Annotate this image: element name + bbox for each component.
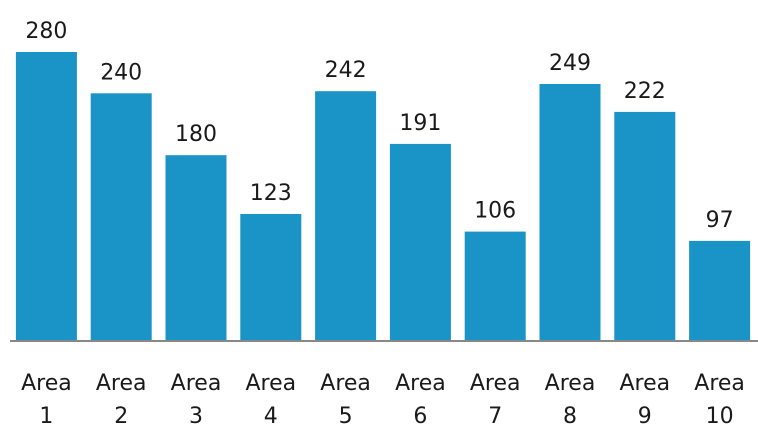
x-tick-label-2-line-1: Area xyxy=(96,371,147,396)
x-tick-label-2: Area 2 xyxy=(96,371,147,426)
bar-9 xyxy=(614,111,676,342)
data-label-3: 180 xyxy=(175,122,217,147)
x-tick-label-8: Area 8 xyxy=(545,371,596,426)
data-labels-group: 280 240 180 123 242 191 106 249 222 97 xyxy=(25,19,733,233)
x-tick-label-5-line-1: Area xyxy=(320,371,371,396)
x-tick-label-1-line-2: 1 xyxy=(39,404,53,426)
x-tick-label-10-line-1: Area xyxy=(694,371,745,396)
x-tick-label-4-line-1: Area xyxy=(245,371,296,396)
x-tick-label-9-line-1: Area xyxy=(619,371,670,396)
x-tick-labels-group: Area 1 Area 2 Area 3 Area 4 Area 5 Area 6 Area 7 Area 8… xyxy=(21,371,745,426)
bar-2 xyxy=(90,93,152,341)
data-label-4: 123 xyxy=(250,181,292,206)
data-label-5: 242 xyxy=(325,58,367,83)
x-tick-label-4-line-2: 4 xyxy=(264,404,278,426)
x-tick-label-1-line-1: Area xyxy=(21,371,72,396)
x-tick-label-3: Area 3 xyxy=(171,371,222,426)
bar-10 xyxy=(689,240,751,341)
bar-6 xyxy=(389,143,451,341)
bar-8 xyxy=(539,84,601,341)
x-tick-label-6-line-1: Area xyxy=(395,371,446,396)
bar-4 xyxy=(240,214,302,341)
x-tick-label-7-line-1: Area xyxy=(470,371,521,396)
x-tick-label-10: Area 10 xyxy=(694,371,745,426)
x-tick-label-6-line-2: 6 xyxy=(413,404,427,426)
data-label-1: 280 xyxy=(25,19,67,44)
x-tick-label-8-line-1: Area xyxy=(545,371,596,396)
x-tick-label-3-line-2: 3 xyxy=(189,404,203,426)
bar-7 xyxy=(464,231,526,341)
x-tick-label-9: Area 9 xyxy=(619,371,670,426)
data-label-2: 240 xyxy=(100,60,142,85)
x-tick-label-7-line-2: 7 xyxy=(488,404,502,426)
bar-1 xyxy=(15,52,77,341)
x-tick-label-9-line-2: 9 xyxy=(638,404,652,426)
data-label-7: 106 xyxy=(474,199,516,224)
bar-5 xyxy=(315,91,377,341)
x-tick-label-1: Area 1 xyxy=(21,371,72,426)
x-tick-label-7: Area 7 xyxy=(470,371,521,426)
data-label-6: 191 xyxy=(399,111,441,136)
bar-3 xyxy=(165,155,227,341)
x-tick-label-5: Area 5 xyxy=(320,371,371,426)
x-tick-label-6: Area 6 xyxy=(395,371,446,426)
x-tick-label-4: Area 4 xyxy=(245,371,296,426)
x-tick-label-3-line-1: Area xyxy=(171,371,222,396)
data-label-8: 249 xyxy=(549,51,591,76)
data-label-10: 97 xyxy=(706,208,734,233)
x-tick-label-10-line-2: 10 xyxy=(706,404,734,426)
x-tick-label-5-line-2: 5 xyxy=(339,404,353,426)
x-tick-label-2-line-2: 2 xyxy=(114,404,128,426)
data-label-9: 222 xyxy=(624,79,666,104)
x-tick-label-8-line-2: 8 xyxy=(563,404,577,426)
bars-group xyxy=(15,52,751,342)
